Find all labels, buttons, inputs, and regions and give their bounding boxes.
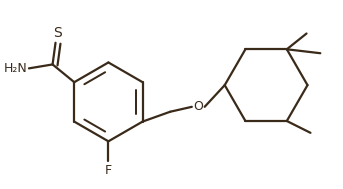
Text: O: O (193, 100, 203, 113)
Text: H₂N: H₂N (4, 62, 28, 75)
Text: F: F (105, 164, 112, 177)
Text: S: S (53, 26, 62, 40)
